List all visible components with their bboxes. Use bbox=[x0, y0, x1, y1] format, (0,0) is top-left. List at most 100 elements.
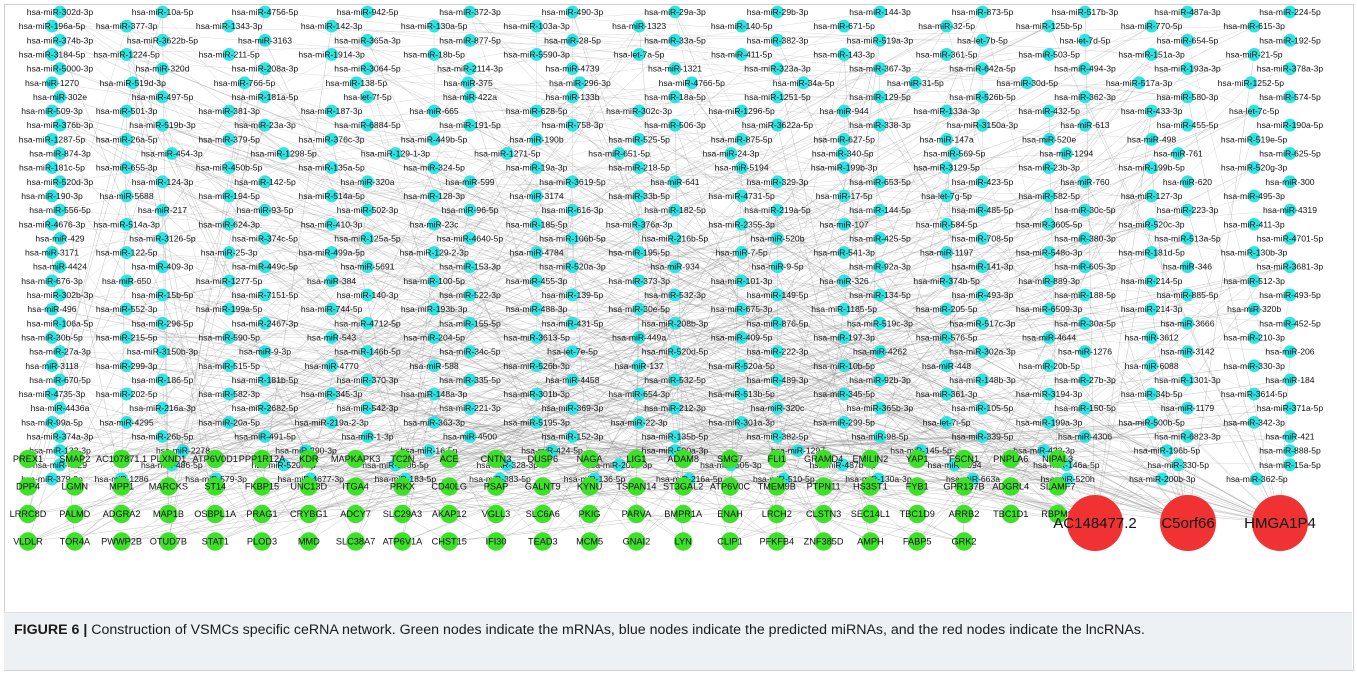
network-edge bbox=[946, 407, 1188, 423]
mrna-node: LIG1 bbox=[626, 449, 646, 469]
mirna-label: hsa-miR-708-5p bbox=[952, 233, 1014, 243]
network-edge bbox=[228, 167, 332, 338]
mirna-node-circle bbox=[771, 316, 784, 330]
mirna-node-circle bbox=[422, 444, 436, 458]
mirna-label: hsa-miR-103a-3p bbox=[503, 21, 570, 31]
lncrna-node-circle bbox=[1252, 495, 1308, 551]
mirna-node-circle bbox=[361, 62, 374, 75]
network-edge bbox=[946, 26, 1050, 395]
network-edge bbox=[121, 422, 435, 542]
mirna-label: hsa-miR-515-5p bbox=[198, 361, 260, 371]
network-edge bbox=[264, 209, 1058, 487]
mirna-label: hsa-miR-363-3p bbox=[403, 417, 465, 427]
mirna-node-circle bbox=[1181, 203, 1194, 217]
mrna-node: AC107871.1 bbox=[96, 449, 147, 469]
mirna-label: hsa-miR-219a-5p bbox=[744, 205, 811, 215]
mrna-label: TOR4A bbox=[60, 537, 91, 547]
network-edge bbox=[59, 11, 163, 69]
mirna-node-circle bbox=[837, 161, 851, 175]
mirna-node: hsa-miR-146b-5p bbox=[334, 345, 401, 358]
mirna-node-circle bbox=[771, 118, 784, 132]
mirna-node: hsa-miR-372-3p bbox=[439, 5, 501, 19]
mirna-node-circle bbox=[45, 302, 59, 316]
network-edge bbox=[639, 238, 881, 253]
mirna-label: hsa-miR-3194-3p bbox=[1016, 389, 1083, 399]
network-edge bbox=[308, 167, 435, 460]
network-edge bbox=[51, 224, 537, 282]
mirna-label: hsa-miR-18b-5p bbox=[403, 49, 465, 59]
mirna-node: hsa-miR-92a-3p bbox=[849, 260, 911, 274]
mrna-label: ST3GAL2 bbox=[663, 482, 703, 492]
mirna-label: hsa-miR-24-3p bbox=[702, 149, 759, 159]
mirna-node: hsa-miR-301b-3p bbox=[503, 387, 570, 401]
mirna-label: hsa-miR-888-5p bbox=[1259, 446, 1321, 456]
mirna-node-circle bbox=[1181, 316, 1194, 330]
mirna-label: hsa-miR-497-5p bbox=[132, 92, 194, 102]
mirna-label: hsa-miR-296-3p bbox=[549, 78, 611, 88]
mrna-node-circle bbox=[346, 504, 365, 524]
mirna-node: hsa-miR-628-5p bbox=[506, 104, 568, 118]
mirna-node: hsa-miR-3126-5p bbox=[129, 232, 196, 245]
mrna-label: RBPMS bbox=[1041, 509, 1074, 519]
mirna-label: hsa-miR-4676-3p bbox=[19, 219, 86, 229]
mirna-node: hsa-miR-15b-5p bbox=[132, 288, 194, 302]
mirna-label: hsa-miR-455-3p bbox=[506, 276, 568, 286]
mirna-node-circle bbox=[45, 161, 59, 175]
mrna-node: ZNF385D bbox=[804, 532, 844, 551]
mrna-node-circle bbox=[1048, 449, 1067, 469]
mirna-node-circle bbox=[566, 33, 579, 47]
mirna-node: hsa-miR-384 bbox=[307, 274, 356, 288]
mirna-node-circle bbox=[566, 373, 579, 387]
network-edge bbox=[126, 407, 778, 423]
mirna-node: hsa-miR-885-5p bbox=[1157, 288, 1219, 302]
mirna-node-circle bbox=[1181, 430, 1194, 443]
mirna-nodes: hsa-miR-302d-3p hsa-miR-10a-5p hsa-miR-475… bbox=[19, 5, 1323, 486]
mrna-node-circle bbox=[720, 477, 740, 496]
network-edge bbox=[59, 351, 450, 515]
network-edge bbox=[264, 209, 742, 253]
mirna-node-circle bbox=[45, 387, 59, 401]
mirna-node: hsa-miR-380-3p bbox=[1054, 232, 1116, 245]
mirna-node: hsa-miR-3174 bbox=[510, 189, 564, 203]
mirna-node: hsa-miR-27a-3p bbox=[29, 345, 91, 358]
mrna-node: TC2N bbox=[390, 449, 414, 469]
mirna-node: hsa-miR-369-3p bbox=[542, 401, 604, 415]
mirna-node-circle bbox=[1181, 232, 1194, 245]
mirna-node-circle bbox=[873, 430, 887, 443]
network-edge bbox=[126, 422, 1291, 437]
mirna-label: hsa-miR-98-5p bbox=[852, 432, 909, 442]
mirna-node-circle bbox=[1283, 118, 1297, 132]
mirna-node: hsa-miR-361-3p bbox=[916, 387, 978, 401]
network-edge bbox=[434, 54, 1086, 324]
network-edge bbox=[162, 323, 1086, 352]
mirna-node-circle bbox=[566, 401, 579, 415]
network-edge bbox=[741, 280, 1291, 324]
mirna-label: hsa-miR-7151-5p bbox=[232, 290, 299, 300]
mirna-node: hsa-miR-320a bbox=[341, 175, 395, 189]
mirna-label: hsa-miR-628-5p bbox=[506, 106, 568, 116]
mirna-label: hsa-miR-758-3p bbox=[542, 120, 604, 130]
mirna-node: hsa-miR-3619-5p bbox=[539, 175, 606, 189]
network-edge bbox=[434, 139, 1281, 524]
mirna-label: hsa-miR-641 bbox=[650, 177, 699, 187]
mirna-node-circle bbox=[940, 331, 954, 344]
mirna-node: hsa-miR-34c-5p bbox=[439, 345, 501, 358]
network-edge bbox=[171, 153, 310, 460]
mirna-node-circle bbox=[222, 217, 236, 231]
mirna-node: hsa-miR-373-3p bbox=[608, 274, 670, 288]
mirna-node: hsa-miR-541-3p bbox=[813, 246, 875, 259]
mirna-node-circle bbox=[1247, 246, 1261, 259]
network-edge bbox=[215, 25, 1152, 542]
mirna-node: hsa-miR-4712-5p bbox=[334, 316, 401, 330]
mirna-node: hsa-miR-199b-5p bbox=[1118, 161, 1185, 175]
network-edge bbox=[674, 209, 983, 267]
network-edge bbox=[74, 266, 573, 460]
network-edge bbox=[59, 294, 1050, 338]
mirna-node-circle bbox=[1042, 246, 1056, 259]
mirna-label: hsa-miR-99a-5p bbox=[21, 417, 83, 427]
mirna-node-circle bbox=[1145, 161, 1159, 175]
network-edge bbox=[776, 308, 1050, 542]
mirna-label: hsa-miR-766-5p bbox=[214, 78, 276, 88]
mirna-label: hsa-miR-129-1-3p bbox=[361, 149, 430, 159]
network-edge bbox=[126, 209, 266, 395]
